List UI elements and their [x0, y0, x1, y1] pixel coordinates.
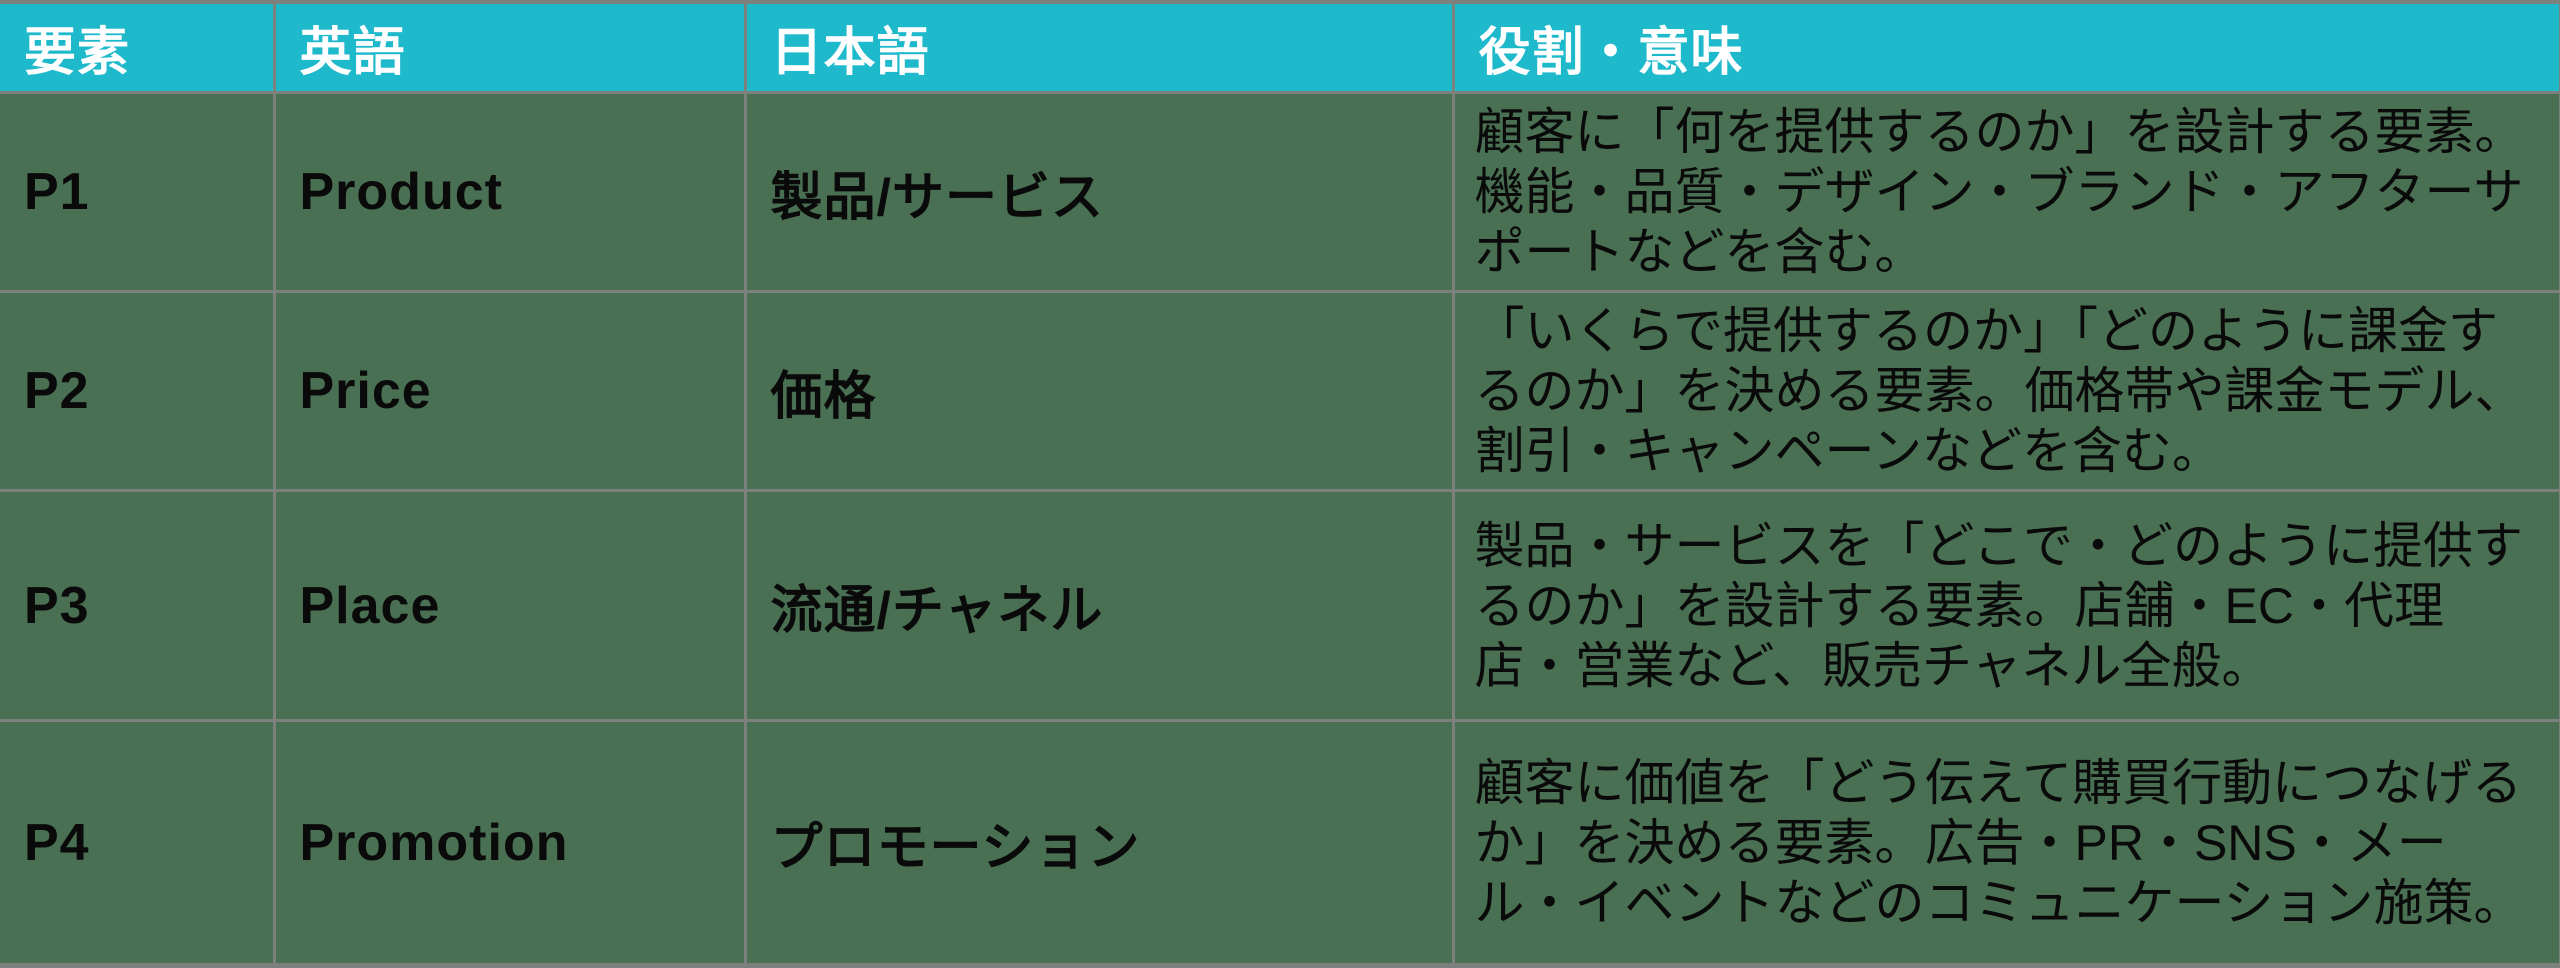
cell-japanese-p3: 流通/チャネル	[743, 489, 1455, 722]
column-header-element: 要素	[0, 0, 276, 94]
table-row-p1: P1 Product 製品/サービス 顧客に「何を提供するのか」を設計する要素。…	[0, 91, 2560, 293]
cell-english-p4: Promotion	[272, 719, 747, 968]
cell-japanese-p1: 製品/サービス	[743, 91, 1455, 293]
cell-element-p4: P4	[0, 719, 276, 968]
cell-role-p1: 顧客に「何を提供するのか」を設計する要素。機能・品質・デザイン・ブランド・アフタ…	[1451, 91, 2560, 293]
cell-element-p1: P1	[0, 91, 276, 293]
cell-english-p3: Place	[272, 489, 747, 722]
cell-role-p2: 「いくらで提供するのか」「どのように課金するのか」を決める要素。価格帯や課金モデ…	[1451, 290, 2560, 492]
cell-element-p3: P3	[0, 489, 276, 722]
cell-role-p4: 顧客に価値を「どう伝えて購買行動につなげるか」を決める要素。広告・PR・SNS・…	[1451, 719, 2560, 968]
column-header-japanese: 日本語	[743, 0, 1455, 94]
cell-element-p2: P2	[0, 290, 276, 492]
cell-english-p2: Price	[272, 290, 747, 492]
column-header-english: 英語	[272, 0, 747, 94]
cell-english-p1: Product	[272, 91, 747, 293]
table-row-p4: P4 Promotion プロモーション 顧客に価値を「どう伝えて購買行動につな…	[0, 719, 2560, 968]
cell-role-p3: 製品・サービスを「どこで・どのように提供するのか」を設計する要素。店舗・EC・代…	[1451, 489, 2560, 722]
cell-japanese-p2: 価格	[743, 290, 1455, 492]
column-header-role: 役割・意味	[1451, 0, 2560, 94]
header-row: 要素 英語 日本語 役割・意味	[0, 0, 2560, 94]
cell-japanese-p4: プロモーション	[743, 719, 1455, 968]
table-row-p3: P3 Place 流通/チャネル 製品・サービスを「どこで・どのように提供するの…	[0, 489, 2560, 722]
table-row-p2: P2 Price 価格 「いくらで提供するのか」「どのように課金するのか」を決め…	[0, 290, 2560, 492]
